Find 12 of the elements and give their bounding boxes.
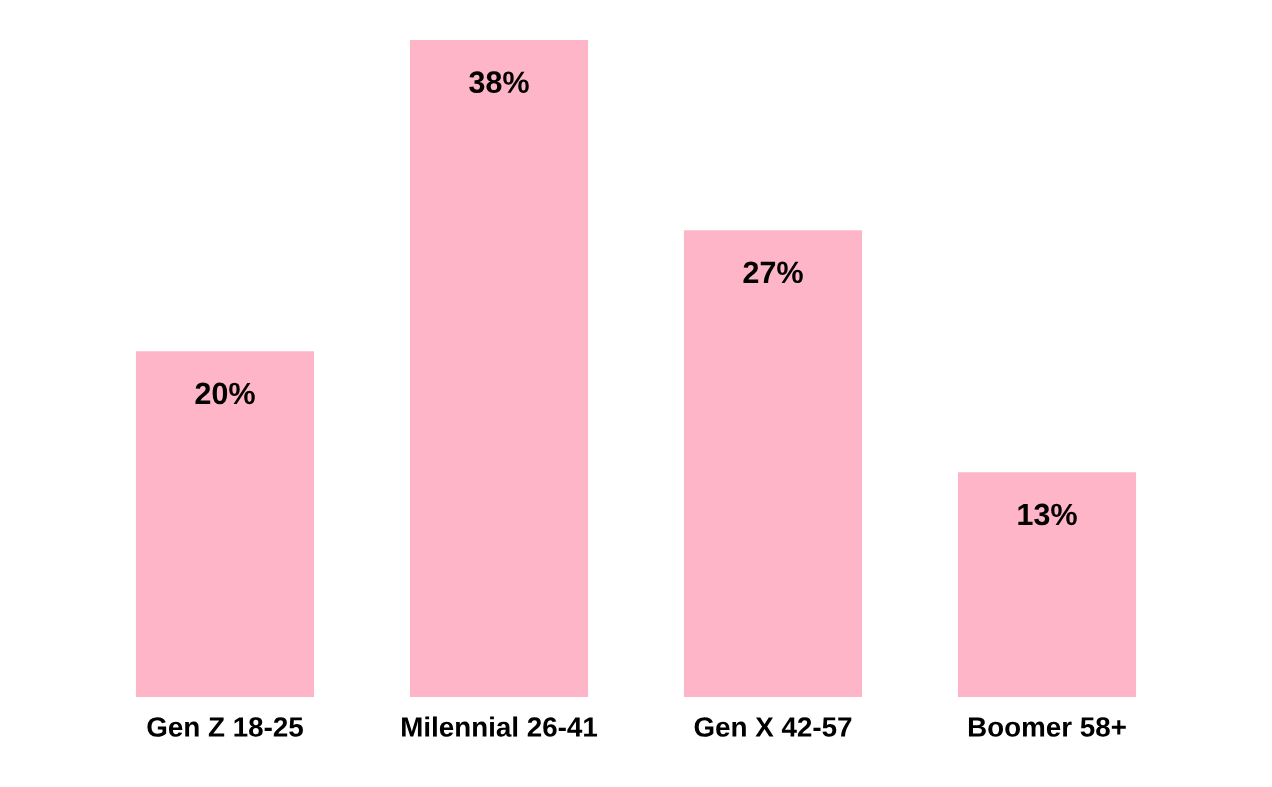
data-label: 13% [1018, 503, 1077, 526]
x-tick-label: Boomer 58+ [968, 717, 1126, 737]
bar [135, 351, 315, 697]
data-label: 27% [743, 261, 803, 284]
bar [957, 472, 1137, 697]
x-tick-label: Gen Z 18-25 [147, 717, 303, 737]
x-tick-label: Gen X 42-57 [694, 717, 852, 737]
x-tick-label: Milennial 26-41 [402, 716, 598, 737]
bar [409, 40, 589, 697]
data-label: 38% [469, 71, 529, 94]
bar [683, 230, 863, 697]
data-label: 20% [195, 382, 255, 405]
